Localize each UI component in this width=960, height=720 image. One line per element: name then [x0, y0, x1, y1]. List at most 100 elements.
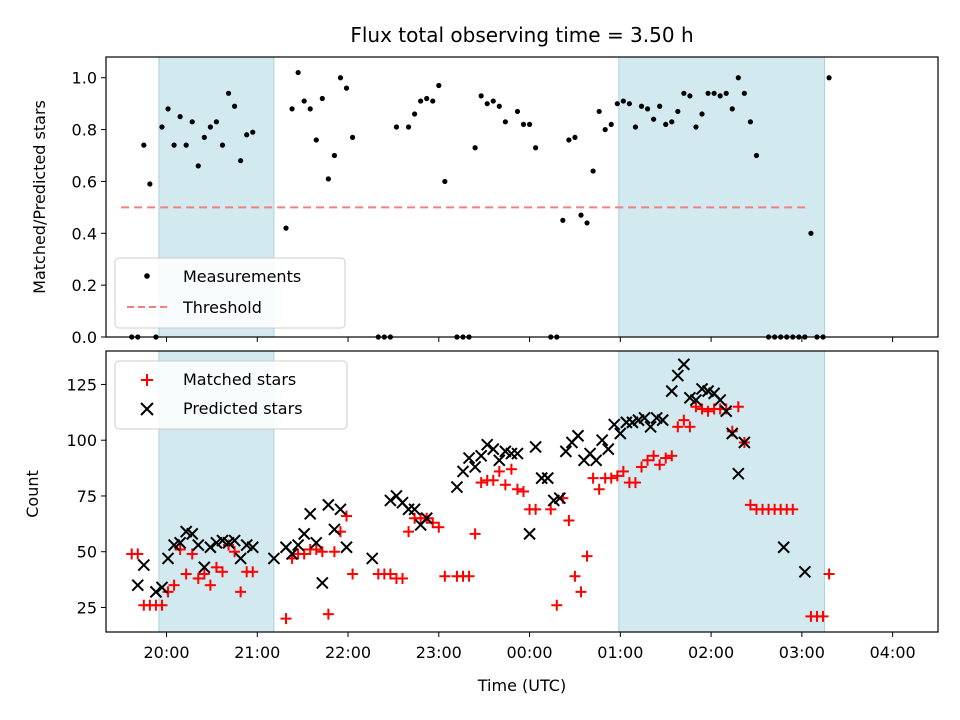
- predicted-star-point: [234, 552, 247, 565]
- predicted-star-point: [638, 411, 651, 425]
- measurement-point: [699, 111, 705, 117]
- matched-star-point: [720, 403, 732, 415]
- predicted-star-point: [511, 447, 524, 460]
- matched-star-point: [726, 425, 738, 437]
- matched-star-point: [629, 477, 641, 489]
- measurement-point: [201, 134, 207, 140]
- top-legend-box: [114, 257, 346, 329]
- matched-star-point: [463, 570, 475, 582]
- matched-star-point: [433, 521, 445, 533]
- top-y-axis-label: Matched/Predicted stars: [30, 100, 49, 294]
- bottom-plot-frame: [105, 350, 939, 633]
- predicted-star-point: [155, 581, 169, 594]
- legend-predicted-label: Predicted stars: [183, 399, 303, 418]
- predicted-star-point: [481, 438, 494, 451]
- matched-star-point: [216, 566, 228, 578]
- predicted-star-point: [713, 393, 727, 407]
- predicted-star-point: [595, 433, 609, 447]
- matched-star-point: [678, 414, 690, 426]
- bottom-y-tick-label: 100: [66, 431, 97, 450]
- matched-star-point: [511, 483, 523, 495]
- matched-star-point: [162, 586, 174, 598]
- measurement-point: [651, 116, 657, 122]
- matched-star-point: [493, 465, 505, 477]
- matched-star-point: [168, 579, 180, 591]
- measurement-point: [238, 158, 244, 164]
- top-y-tick-label: 0.6: [72, 172, 97, 191]
- predicted-star-point: [297, 527, 311, 541]
- bottom-y-ticks: 25 50 75 100 125: [66, 375, 106, 617]
- predicted-star-point: [559, 445, 573, 458]
- predicted-star-point: [246, 541, 259, 554]
- predicted-star-point: [304, 507, 317, 521]
- predicted-star-point: [487, 442, 500, 456]
- measurement-point: [663, 121, 669, 128]
- measurement-point: [325, 176, 331, 182]
- matched-star-point: [611, 470, 623, 482]
- predicted-star-point: [571, 429, 585, 442]
- matched-star-point: [384, 568, 396, 580]
- measurement-point: [560, 217, 566, 223]
- bottom-y-tick-label: 125: [66, 375, 97, 394]
- top-y-tick-label: 0.4: [72, 224, 97, 243]
- measurement-point: [405, 124, 412, 130]
- predicted-star-point: [131, 578, 144, 592]
- measurement-point: [301, 98, 307, 104]
- matched-star-point: [469, 528, 481, 540]
- matched-star-point: [499, 479, 511, 491]
- predicted-star-point: [553, 491, 567, 505]
- measurement-point: [705, 90, 711, 96]
- matched-star-point: [192, 572, 204, 584]
- shaded-interval-2: [618, 350, 826, 633]
- measurement-point: [578, 212, 584, 218]
- chart-title: Flux total observing time = 3.50 h: [350, 23, 693, 47]
- bottom-legend-box: [114, 360, 348, 430]
- matched-star-point: [235, 586, 247, 598]
- x-tick-label: 23:00: [416, 643, 462, 662]
- measurement-point: [225, 90, 232, 96]
- predicted-star-point: [340, 541, 353, 554]
- predicted-star-point: [656, 413, 669, 427]
- predicted-star-point: [602, 442, 615, 456]
- measurement-point: [614, 101, 620, 107]
- measurement-point: [735, 75, 741, 81]
- measurement-point: [502, 119, 508, 125]
- legend-predicted-marker: [140, 402, 154, 416]
- matched-star-point: [427, 517, 439, 529]
- measurement-point: [675, 108, 681, 115]
- measurement-point: [572, 134, 578, 140]
- matched-star-point: [636, 461, 648, 473]
- matched-star-point: [702, 405, 714, 417]
- x-tick-label: 21:00: [234, 643, 280, 662]
- measurement-point: [826, 75, 832, 81]
- predicted-star-point: [462, 451, 476, 465]
- measurement-point: [424, 95, 430, 102]
- matched-star-point: [247, 566, 259, 578]
- x-tick-label: 00:00: [507, 643, 553, 662]
- predicted-star-point: [474, 449, 488, 463]
- matched-star-point: [666, 450, 678, 462]
- measurement-point: [526, 121, 533, 128]
- matched-star-point: [223, 539, 235, 551]
- matched-star-point: [396, 572, 408, 584]
- matched-star-point: [593, 483, 605, 495]
- matched-star-point: [280, 613, 292, 625]
- predicted-star-point: [366, 552, 379, 565]
- matched-star-point: [316, 546, 328, 558]
- measurement-point: [430, 98, 436, 104]
- measurement-point: [213, 119, 220, 125]
- matched-star-point: [530, 503, 542, 515]
- top-y-ticks: 0.0 0.2 0.4 0.6 0.8 1.0: [72, 69, 106, 347]
- measurement-point: [717, 93, 723, 99]
- measurement-point: [490, 98, 496, 104]
- x-tick-label: 20:00: [143, 643, 189, 662]
- legend-measurements-marker: [144, 273, 150, 279]
- measurement-point: [608, 121, 614, 128]
- matched-star-point: [744, 499, 756, 511]
- measurement-point: [753, 152, 760, 159]
- measurement-point: [295, 69, 301, 76]
- matched-star-point: [174, 543, 186, 555]
- measurement-point: [723, 90, 729, 96]
- predicted-star-point: [738, 436, 751, 449]
- measurement-point: [687, 93, 693, 99]
